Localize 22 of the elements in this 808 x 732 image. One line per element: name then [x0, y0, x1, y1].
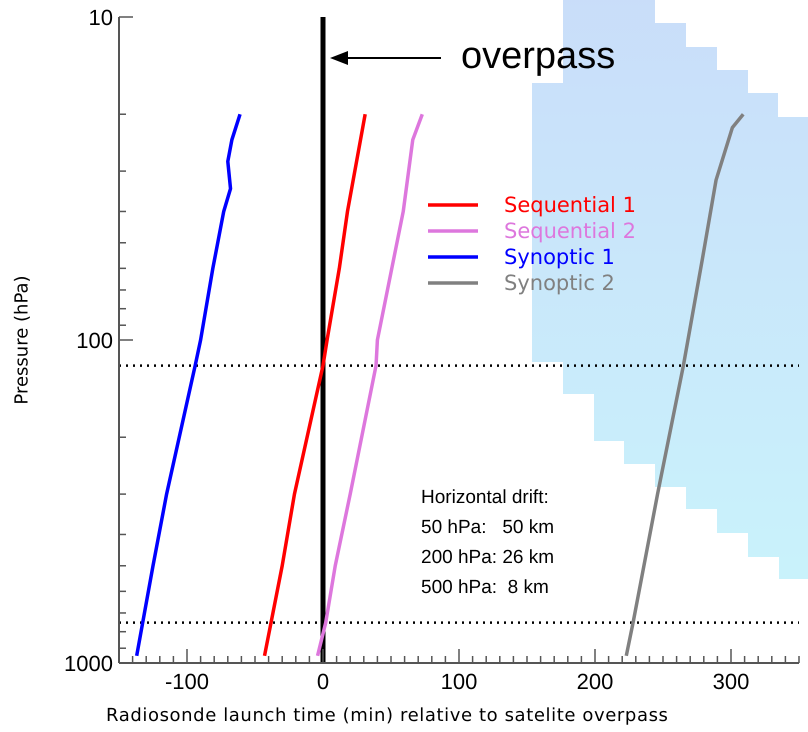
annotation: 200 hPa: 26 km [421, 546, 554, 570]
ref-line-label: overpass [461, 34, 616, 78]
legend-label: Synoptic 2 [504, 270, 615, 296]
y-axis-title: Pressure (hPa) [12, 275, 32, 405]
annotation: 50 hPa: 50 km [421, 516, 554, 540]
y-tick-label: 1000 [64, 651, 113, 676]
x-tick-label: 0 [316, 669, 330, 694]
x-tick-label: 100 [440, 669, 478, 694]
line-series [134, 112, 242, 658]
x-tick-label: -100 [164, 669, 210, 694]
x-axis-title: Radiosonde launch time (min) relative to satelite overpass [106, 705, 669, 726]
legend-label: Synoptic 1 [504, 244, 615, 270]
line-series [262, 112, 367, 658]
legend-label: Sequential 1 [504, 192, 636, 218]
legend-label: Sequential 2 [504, 218, 636, 244]
y-tick-label: 10 [88, 5, 113, 30]
annotation: 500 hPa: 8 km [421, 576, 550, 600]
annotation: Horizontal drift: [421, 486, 550, 510]
x-tick-label: 200 [576, 669, 614, 694]
line-series [624, 112, 745, 658]
y-tick-label: 100 [76, 328, 113, 353]
x-tick-label: 300 [712, 669, 750, 694]
